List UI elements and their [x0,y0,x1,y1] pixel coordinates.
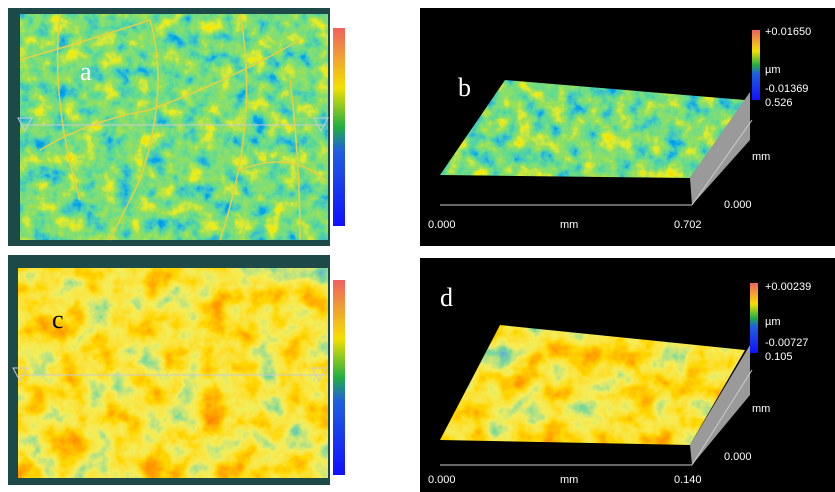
figure: +0.01650 µm -0.01369 a +0.01650 µm -0.01… [0,0,835,492]
colorbar-max: +0.00239 [350,279,396,291]
colorbar-unit: µm [765,316,781,328]
colorbar [333,28,345,226]
colorbar-unit: µm [765,64,781,76]
z-unit: mm [752,151,770,163]
z-min: 0.000 [724,199,752,211]
z-unit: mm [752,403,770,415]
z-min: 0.000 [724,451,752,463]
height-map [20,14,328,240]
colorbar-unit: µm [356,125,372,137]
panel-letter: d [440,283,453,312]
x-unit: mm [560,474,578,486]
colorbar [750,283,758,353]
x-max: 0.140 [674,474,702,486]
colorbar [752,30,760,100]
z-max: 0.526 [765,97,793,109]
x-max: 0.702 [674,219,702,231]
colorbar-min: -0.00727 [765,337,808,349]
colorbar-max: +0.01650 [350,27,396,39]
colorbar-max: +0.01650 [765,26,811,38]
colorbar-min: -0.01369 [350,223,393,235]
panel-b: +0.01650 µm -0.01369 0.526 mm 0.000 0.00… [420,8,835,246]
z-max: 0.105 [765,351,793,363]
x-unit: mm [560,219,578,231]
panel-d: +0.00239 µm -0.00727 0.105 mm 0.000 0.00… [420,258,835,492]
height-map [18,268,328,478]
panel-c: +0.00239 µm -0.00727 c [8,255,396,485]
panel-a: +0.01650 µm -0.01369 a [8,8,396,246]
panel-letter: b [458,73,471,102]
colorbar [333,280,345,475]
colorbar-min: -0.01369 [765,83,808,95]
x-min: 0.000 [428,219,456,231]
colorbar-max: +0.00239 [765,281,811,293]
panel-letter: c [52,305,64,334]
colorbar-unit: µm [356,375,372,387]
colorbar-min: -0.00727 [350,473,393,485]
panel-letter: a [80,57,92,86]
x-min: 0.000 [428,474,456,486]
